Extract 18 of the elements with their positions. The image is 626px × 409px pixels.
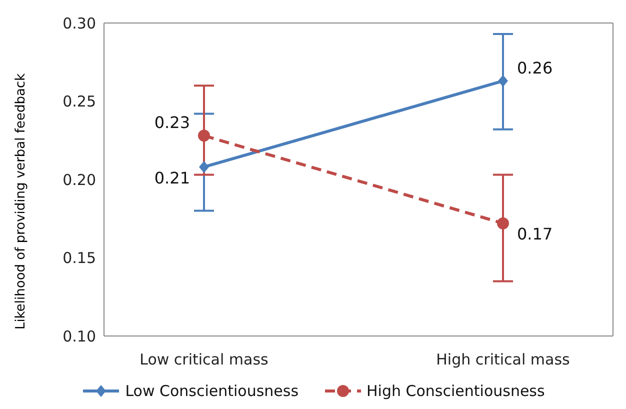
legend-label: High Conscientiousness (366, 382, 545, 400)
data-label: 0.21 (154, 168, 190, 188)
x-tick-label: Low critical mass (140, 350, 269, 369)
point (198, 130, 210, 142)
point (199, 160, 209, 173)
y-tick-label: 0.10 (62, 327, 96, 346)
y-tick-label: 0.30 (62, 14, 96, 32)
y-tick-label: 0.25 (62, 92, 96, 111)
y-axis-title: Likelihood of providing verbal feedback (14, 72, 29, 330)
data-label: 0.17 (517, 224, 553, 244)
point (498, 74, 508, 87)
legend-label: Low Conscientiousness (124, 382, 299, 400)
data-label: 0.23 (154, 113, 190, 132)
point (497, 217, 509, 230)
y-tick-label: 0.15 (62, 249, 96, 268)
x-tick-label: High critical mass (436, 350, 570, 369)
y-tick-label: 0.20 (62, 170, 96, 189)
data-label: 0.26 (517, 58, 553, 78)
